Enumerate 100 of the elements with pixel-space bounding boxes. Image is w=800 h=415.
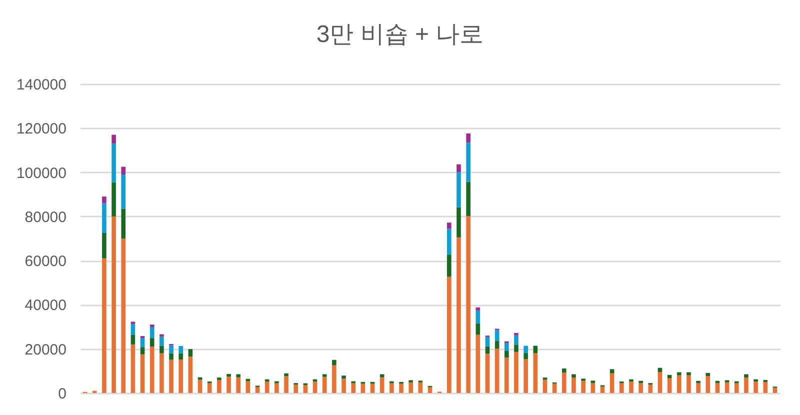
bar: [207, 383, 212, 393]
bar: [246, 381, 250, 393]
bar: [590, 383, 596, 393]
bar: [140, 347, 145, 354]
bar: [456, 172, 461, 208]
bar: [380, 377, 384, 393]
bar: [169, 353, 174, 360]
bar: [160, 346, 164, 354]
bar: [178, 353, 184, 360]
bar: [160, 336, 164, 346]
bar: [322, 374, 327, 377]
bar: [264, 382, 270, 393]
bar: [514, 335, 518, 345]
bar: [581, 380, 586, 393]
bar: [562, 368, 566, 373]
y-tick-label: 120000: [16, 120, 66, 138]
bar: [332, 365, 336, 393]
bar: [360, 384, 366, 393]
bar: [610, 373, 614, 393]
bar: [485, 354, 490, 393]
bar: [447, 222, 452, 229]
bar: [706, 372, 710, 376]
bar: [198, 380, 202, 393]
bar: [514, 332, 518, 336]
bar: [724, 382, 730, 393]
y-tick-label: 20000: [24, 341, 66, 358]
bar: [312, 382, 318, 393]
bar: [562, 372, 566, 393]
bar: [734, 383, 739, 393]
bar: [150, 324, 154, 328]
bar: [112, 134, 116, 144]
bar: [342, 378, 346, 393]
bar: [150, 327, 154, 338]
bar: [351, 383, 356, 393]
bar: [342, 376, 346, 379]
bar: [504, 350, 509, 358]
bar: [121, 174, 126, 209]
bar: [226, 376, 231, 393]
bar: [466, 216, 470, 393]
bar: [629, 382, 634, 393]
bar: [160, 353, 164, 393]
bar: [121, 238, 126, 393]
bar: [744, 374, 748, 378]
bar: [112, 216, 116, 393]
bar: [380, 374, 384, 378]
bar: [390, 383, 394, 393]
bar: [572, 378, 576, 393]
bar: [648, 384, 653, 393]
y-tick-label: 140000: [16, 76, 66, 94]
bar: [456, 164, 461, 172]
bar: [686, 372, 691, 376]
bar: [572, 374, 576, 378]
bar: [130, 344, 136, 393]
bar: [686, 375, 691, 393]
bar: [638, 383, 643, 393]
bar: [198, 377, 202, 380]
bar: [494, 348, 500, 393]
bar: [178, 360, 184, 393]
bar: [629, 379, 634, 382]
bar: [696, 383, 700, 393]
bar: [476, 334, 480, 393]
bar: [447, 276, 452, 393]
bar: [514, 352, 518, 393]
bar: [121, 208, 126, 238]
bar: [178, 346, 184, 354]
bar: [447, 228, 452, 255]
bar: [284, 373, 288, 376]
bar: [533, 353, 538, 393]
bar: [140, 338, 145, 348]
bar: [303, 385, 308, 393]
bar: [408, 382, 413, 393]
bar: [466, 182, 470, 216]
bar: [754, 379, 758, 382]
bar: [399, 384, 404, 393]
y-tick-label: 60000: [24, 253, 66, 270]
bar: [370, 384, 375, 393]
bar: [322, 376, 327, 393]
bar: [150, 346, 154, 393]
bar: [485, 336, 490, 346]
bar: [284, 376, 288, 393]
bar: [638, 380, 643, 384]
bar: [590, 380, 596, 384]
bar: [226, 374, 231, 377]
bar: [112, 144, 116, 182]
bar: [332, 360, 336, 366]
bar: [524, 346, 528, 354]
bar: [130, 334, 136, 344]
bar: [667, 374, 672, 378]
bar: [236, 377, 241, 393]
bar: [524, 353, 528, 360]
bar: [236, 374, 241, 378]
bar: [102, 258, 106, 393]
bar: [676, 372, 682, 376]
bar: [514, 344, 518, 352]
y-tick-label: 80000: [24, 208, 66, 226]
bar: [763, 382, 768, 393]
bar: [246, 378, 250, 382]
bar: [658, 372, 662, 393]
bar: [169, 345, 174, 354]
bar: [255, 387, 260, 393]
